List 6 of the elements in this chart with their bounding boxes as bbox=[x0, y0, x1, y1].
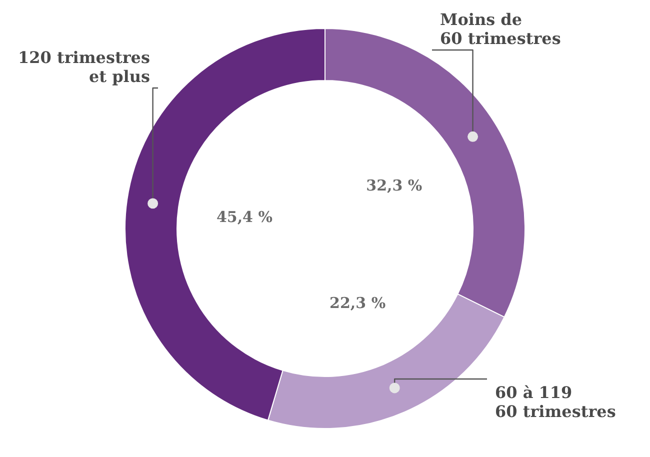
slice-label: 60 à 119 60 trimestres bbox=[495, 383, 616, 421]
data-label: 32,3 % bbox=[366, 176, 422, 195]
data-label: 45,4 % bbox=[216, 208, 272, 226]
slice-label: 120 trimestres et plus bbox=[18, 48, 150, 86]
slice-label: Moins de 60 trimestres bbox=[440, 10, 561, 48]
data-label: 22,3 % bbox=[330, 294, 386, 312]
